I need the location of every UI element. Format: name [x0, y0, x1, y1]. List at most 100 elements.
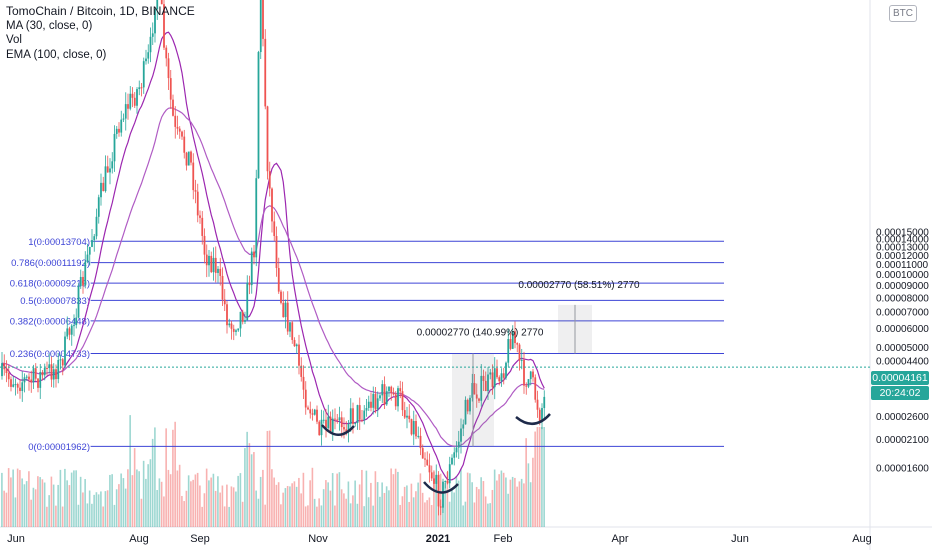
candle-body — [140, 87, 143, 89]
candle-body — [3, 363, 6, 370]
candle-body — [196, 191, 199, 216]
volume-bar — [237, 475, 239, 527]
currency-badge[interactable]: BTC — [889, 5, 917, 22]
candle-body — [268, 171, 271, 189]
volume-bar — [284, 488, 287, 527]
volume-bar — [46, 506, 48, 527]
candle-body — [73, 325, 75, 327]
candle-body — [127, 104, 129, 109]
volume-bar — [23, 484, 26, 527]
volume-bar — [223, 506, 226, 527]
volume-bar — [356, 503, 359, 527]
head-arc — [423, 481, 459, 494]
volume-bar — [232, 487, 235, 527]
candle-body — [343, 427, 345, 430]
candle-body — [424, 458, 426, 460]
volume-bar — [77, 504, 80, 527]
candle-body — [304, 389, 307, 408]
volume-bar — [451, 488, 453, 527]
volume-bar — [219, 492, 221, 527]
candle-body — [534, 377, 537, 400]
x-tick-label: Nov — [308, 533, 328, 545]
candle-body — [246, 282, 249, 321]
volume-bar — [446, 472, 449, 527]
volume-bar — [421, 492, 424, 527]
candle-body — [412, 421, 415, 435]
volume-bar — [257, 498, 260, 527]
volume-bar — [160, 481, 163, 527]
volume-bar — [307, 505, 309, 527]
volume-bar — [480, 477, 482, 527]
volume-bar — [379, 496, 381, 527]
candle-body — [237, 328, 240, 331]
volume-bar — [210, 477, 212, 527]
candle-body — [154, 9, 156, 34]
x-tick-label: Aug — [852, 533, 872, 545]
volume-bar — [156, 489, 158, 527]
volume-bar — [187, 475, 190, 527]
volume-bar — [145, 478, 147, 527]
ema-indicator-label[interactable]: EMA (100, close, 0) — [6, 48, 107, 61]
volume-bar — [205, 468, 208, 527]
volume-bar — [122, 478, 125, 527]
fib-level-label: 0.382(0.00006448) — [10, 316, 90, 327]
candle-body — [518, 344, 521, 361]
ma-30-line — [1, 31, 545, 481]
volume-bar — [498, 474, 500, 527]
x-tick-label: Jun — [731, 533, 749, 545]
candle-body — [239, 311, 242, 329]
volume-bar — [399, 504, 401, 527]
candle-body — [372, 393, 375, 408]
candle-body — [111, 161, 114, 169]
y-tick-label: 0.00006000 — [876, 324, 929, 335]
candle-body — [199, 215, 201, 218]
volume-bar — [336, 473, 338, 527]
candle-body — [471, 383, 474, 398]
ma-indicator-label[interactable]: MA (30, close, 0) — [6, 19, 93, 32]
symbol-title[interactable]: TomoChain / Bitcoin, 1D, BINANCE — [6, 4, 195, 18]
volume-bar — [120, 473, 122, 527]
candle-body — [160, 0, 163, 5]
candle-body — [41, 371, 44, 376]
volume-bar — [253, 452, 255, 527]
volume-bar — [493, 469, 496, 527]
candle-body — [505, 362, 507, 378]
candle-body — [273, 221, 276, 237]
volume-bar — [158, 478, 161, 527]
candle-body — [426, 459, 429, 466]
candle-body — [275, 236, 278, 269]
candle-body — [250, 251, 253, 286]
candle-body — [462, 424, 465, 429]
candle-body — [129, 93, 132, 109]
candle-body — [329, 416, 332, 432]
right-shoulder-arc — [515, 413, 551, 425]
candle-body — [48, 364, 51, 369]
volume-bar — [300, 493, 302, 527]
candle-body — [52, 369, 55, 380]
volume-bar — [410, 483, 413, 527]
candle-body — [156, 0, 159, 10]
candle-body — [136, 89, 138, 106]
candle-body — [66, 328, 69, 337]
candle-body — [113, 133, 116, 162]
volume-bar — [68, 485, 71, 527]
candle-body — [352, 408, 354, 424]
fib-level-label: 0.786(0.00011192) — [11, 258, 90, 269]
candle-body — [259, 0, 262, 53]
volume-indicator-label[interactable]: Vol — [6, 34, 22, 46]
candle-body — [408, 415, 411, 420]
volume-bar — [266, 430, 269, 527]
volume-bar — [264, 504, 266, 527]
candle-body — [334, 418, 336, 420]
candle-body — [478, 398, 480, 401]
volume-bar — [325, 480, 327, 527]
candle-body — [262, 0, 264, 39]
candle-body — [397, 388, 399, 407]
volume-bar — [167, 469, 170, 527]
candle-body — [282, 302, 285, 318]
volume-bar — [34, 489, 37, 527]
candle-body — [109, 168, 111, 173]
candle-body — [520, 359, 523, 361]
volume-bar — [536, 427, 539, 527]
